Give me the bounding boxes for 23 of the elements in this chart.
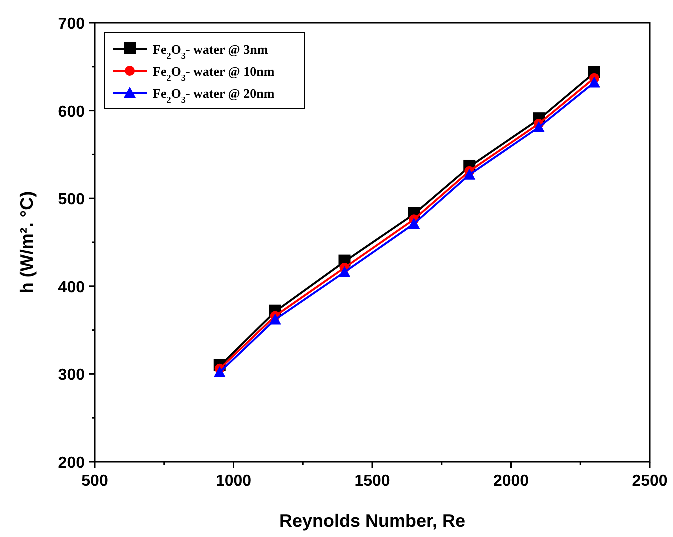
y-tick-label: 300 <box>58 367 86 384</box>
point <box>269 314 282 325</box>
x-tick-label: 2500 <box>632 473 668 490</box>
point <box>533 121 545 132</box>
x-axis-title: Reynolds Number, Re <box>279 511 466 531</box>
y-tick-label: 200 <box>58 455 86 472</box>
point <box>588 76 600 88</box>
legend-label: Fe$_{2}$O$_{3}$- water @ 10nm <box>153 64 275 83</box>
point <box>408 218 420 230</box>
x-tick-label: 1500 <box>354 473 390 490</box>
y-tick-label: 700 <box>58 16 86 33</box>
legend-label: Fe$_{2}$O$_{3}$- water @ 20nm <box>153 86 275 105</box>
legend-label: Fe$_{2}$O$_{3}$- water @ 3nm <box>153 42 268 61</box>
y-tick-label: 600 <box>58 104 86 121</box>
point <box>214 366 226 378</box>
y-axis-title: h (W/m². °C) <box>17 191 37 294</box>
x-tick-label: 500 <box>82 473 108 490</box>
y-tick-label: 500 <box>58 192 86 209</box>
y-tick-label: 400 <box>58 279 86 296</box>
point <box>338 266 351 278</box>
point <box>464 168 476 180</box>
x-tick-label: 1000 <box>216 473 252 490</box>
x-tick-label: 2000 <box>493 473 530 490</box>
